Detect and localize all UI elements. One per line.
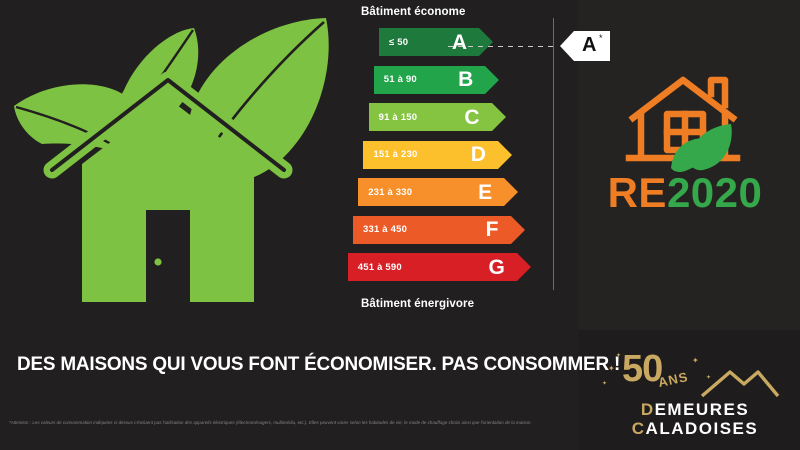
- energy-band-arrow-icon: [516, 253, 531, 281]
- energy-band-range: 151 à 230: [373, 149, 418, 160]
- energy-band-range: 91 à 150: [378, 111, 418, 123]
- energy-band-f[interactable]: 331 à 450 F: [353, 215, 525, 244]
- energy-band-b[interactable]: 51 à 90 B: [373, 65, 500, 94]
- re2020-logo: RE2020: [585, 72, 785, 232]
- leaf-icon: [671, 124, 732, 172]
- energy-band-g[interactable]: 451 à 590 G: [347, 253, 531, 281]
- energy-band-letter: A: [451, 30, 467, 54]
- roof-icon: [700, 364, 780, 398]
- brand-line-1-rest: EMEURES: [654, 400, 750, 419]
- sparkle-icon: ✦: [616, 353, 622, 359]
- energy-band-range: ≤ 50: [389, 36, 409, 48]
- marker-connector-line: [448, 46, 554, 47]
- energy-band-c[interactable]: 91 à 150 C: [368, 103, 506, 131]
- house-outline-icon: [623, 72, 743, 174]
- energy-band-range: 231 à 330: [368, 186, 413, 198]
- label-vertical-rule: [553, 18, 554, 290]
- energy-band-letter: F: [485, 218, 499, 241]
- energy-band-range: 451 à 590: [357, 261, 402, 273]
- footnote-disclaimer: *Attention : Les valeurs de consommation…: [9, 420, 532, 425]
- green-house-illustration: [8, 14, 338, 304]
- right-panel-lower-background: [578, 330, 800, 450]
- rating-marker-letter: A: [582, 34, 597, 56]
- energy-band-arrow-icon: [485, 65, 500, 94]
- energy-label: Bâtiment économe ≤ 50 A 51 à 90 B 91 à 150 C 1…: [345, 6, 575, 318]
- anniversary-emblem: ✦ ✦ ✦ 50 ANS ✦ ✦: [600, 350, 790, 400]
- sparkle-icon: ✦: [706, 375, 712, 381]
- energy-band-e[interactable]: 231 à 330 E: [358, 178, 519, 206]
- re2020-wordmark: RE2020: [585, 172, 785, 214]
- energy-band-body: ≤ 50 A: [379, 28, 493, 56]
- energy-band-letter: E: [478, 180, 493, 204]
- sparkle-icon: ✦: [602, 381, 608, 387]
- tagline: DES MAISONS QUI VOUS FONT ÉCONOMISER. PA…: [17, 353, 621, 375]
- rating-marker-star: *: [599, 33, 603, 43]
- brand-line-1-initial: D: [640, 400, 655, 419]
- energy-band-letter: G: [488, 255, 505, 279]
- brand-wordmark: DEMEURES CALADOISES: [600, 400, 790, 438]
- green-house-icon: [43, 71, 293, 302]
- energy-band-arrow-icon: [479, 28, 493, 56]
- energy-band-letter: D: [470, 143, 486, 166]
- energy-band-body: 91 à 150 C: [368, 103, 506, 131]
- brand-line-1: DEMEURES: [600, 400, 790, 419]
- energy-band-arrow-icon: [497, 140, 512, 169]
- sparkle-icon: ✦: [608, 364, 615, 373]
- re2020-prefix: RE: [607, 169, 667, 216]
- energy-label-top-caption: Bâtiment économe: [361, 6, 466, 18]
- energy-band-body: 331 à 450 F: [353, 215, 525, 244]
- energy-band-a[interactable]: ≤ 50 A: [379, 28, 493, 56]
- energy-band-arrow-icon: [510, 215, 525, 244]
- energy-label-bottom-caption: Bâtiment énergivore: [361, 298, 475, 310]
- energy-band-body: 451 à 590 G: [347, 253, 531, 281]
- energy-band-letter: B: [458, 68, 474, 91]
- rating-marker-badge: A *: [560, 27, 610, 65]
- energy-band-letter: C: [464, 105, 480, 129]
- energy-band-list: ≤ 50 A 51 à 90 B 91 à 150 C 151 à 230 D 231 à 33…: [345, 28, 575, 292]
- energy-band-body: 231 à 330 E: [358, 178, 519, 206]
- energy-band-body: 151 à 230 D: [363, 140, 512, 169]
- demeures-caladoises-logo: ✦ ✦ ✦ 50 ANS ✦ ✦ DEMEURES CALADOISES: [600, 350, 790, 445]
- re2020-year: 2020: [666, 169, 763, 216]
- brand-line-2: CALADOISES: [600, 419, 790, 438]
- energy-band-arrow-icon: [504, 178, 519, 206]
- anniversary-number: 50: [622, 348, 663, 390]
- brand-line-2-rest: ALADOISES: [645, 419, 759, 439]
- sparkle-icon: ✦: [692, 356, 699, 365]
- energy-band-d[interactable]: 151 à 230 D: [363, 140, 512, 169]
- energy-band-arrow-icon: [491, 103, 506, 131]
- energy-band-range: 331 à 450: [363, 224, 408, 235]
- brand-line-2-initial: C: [631, 419, 646, 439]
- energy-band-range: 51 à 90: [383, 74, 417, 85]
- energy-band-body: 51 à 90 B: [373, 65, 500, 94]
